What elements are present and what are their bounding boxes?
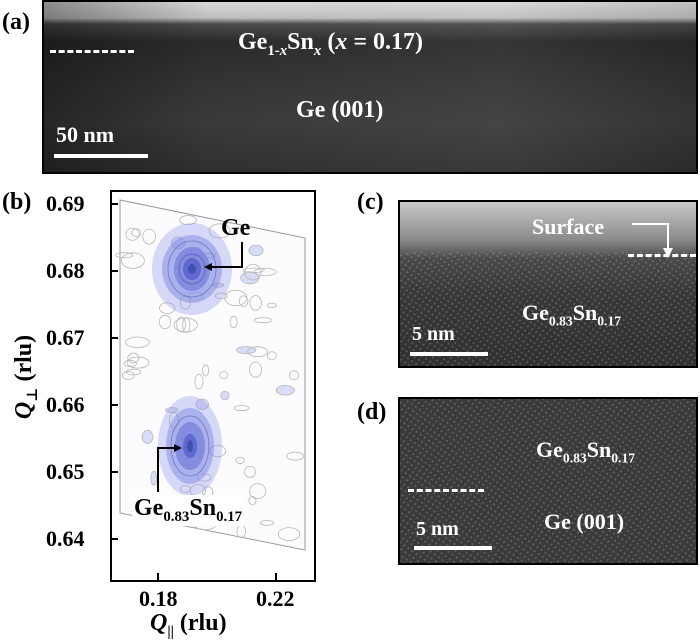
x-tick-0.22: 0.22 xyxy=(256,586,295,611)
y-tick-label: 0.68 xyxy=(46,258,85,283)
scale-label-a: 50 nm xyxy=(56,122,115,147)
surface-label: Surface xyxy=(532,214,605,239)
scale-bar-a xyxy=(54,154,148,158)
interface-dash-a xyxy=(50,50,134,53)
x-axis-label: Q|| (rlu) xyxy=(150,610,227,640)
y-tick-label: 0.66 xyxy=(46,392,85,417)
layer-label-a: Ge1-xSnx (x = 0.17) xyxy=(238,29,423,59)
scan-region xyxy=(119,199,306,551)
scale-bar-d xyxy=(414,546,492,550)
substrate-label-d: Ge (001) xyxy=(544,509,625,534)
layer-label-d: Ge0.83Sn0.17 xyxy=(536,437,636,466)
y-tick-label: 0.69 xyxy=(46,191,85,216)
ge-peak xyxy=(152,223,232,315)
ge-peak-label: Ge xyxy=(221,215,251,241)
tem-image-d: Ge0.83Sn0.17 Ge (001) 5 nm xyxy=(398,397,698,565)
layer-label-c: Ge0.83Sn0.17 xyxy=(522,300,622,329)
tem-image-c: Surface Ge0.83Sn0.17 5 nm xyxy=(398,200,698,368)
alloy-arrow xyxy=(157,447,178,492)
panel-label-a: (a) xyxy=(2,9,30,35)
y-tick-label: 0.65 xyxy=(46,459,85,484)
panel-label-c: (c) xyxy=(357,189,384,215)
x-tick-0.18: 0.18 xyxy=(139,586,178,611)
y-axis-label: Q⊥ (rlu) xyxy=(11,334,41,420)
y-tick-label: 0.67 xyxy=(46,325,85,350)
y-tick-label: 0.64 xyxy=(46,526,85,551)
ge-arrow xyxy=(208,242,243,268)
scale-label-d: 5 nm xyxy=(416,518,459,540)
panel-label-d: (d) xyxy=(357,399,387,425)
tem-image-a: Ge1-xSnx (x = 0.17) Ge (001) 50 nm xyxy=(42,0,698,174)
interface-dash-d xyxy=(408,489,484,492)
alloy-peak-label: Ge0.83Sn0.17 xyxy=(132,495,245,526)
tem-shading xyxy=(44,2,696,172)
alloy-peak xyxy=(158,396,222,496)
rsm-plot xyxy=(110,190,316,582)
panel-label-b: (b) xyxy=(2,189,32,215)
substrate-label-a: Ge (001) xyxy=(296,97,384,123)
scale-label-c: 5 nm xyxy=(412,323,455,345)
surface-arrow xyxy=(632,223,673,258)
scale-bar-c xyxy=(410,352,488,356)
surface-dash xyxy=(628,254,696,257)
